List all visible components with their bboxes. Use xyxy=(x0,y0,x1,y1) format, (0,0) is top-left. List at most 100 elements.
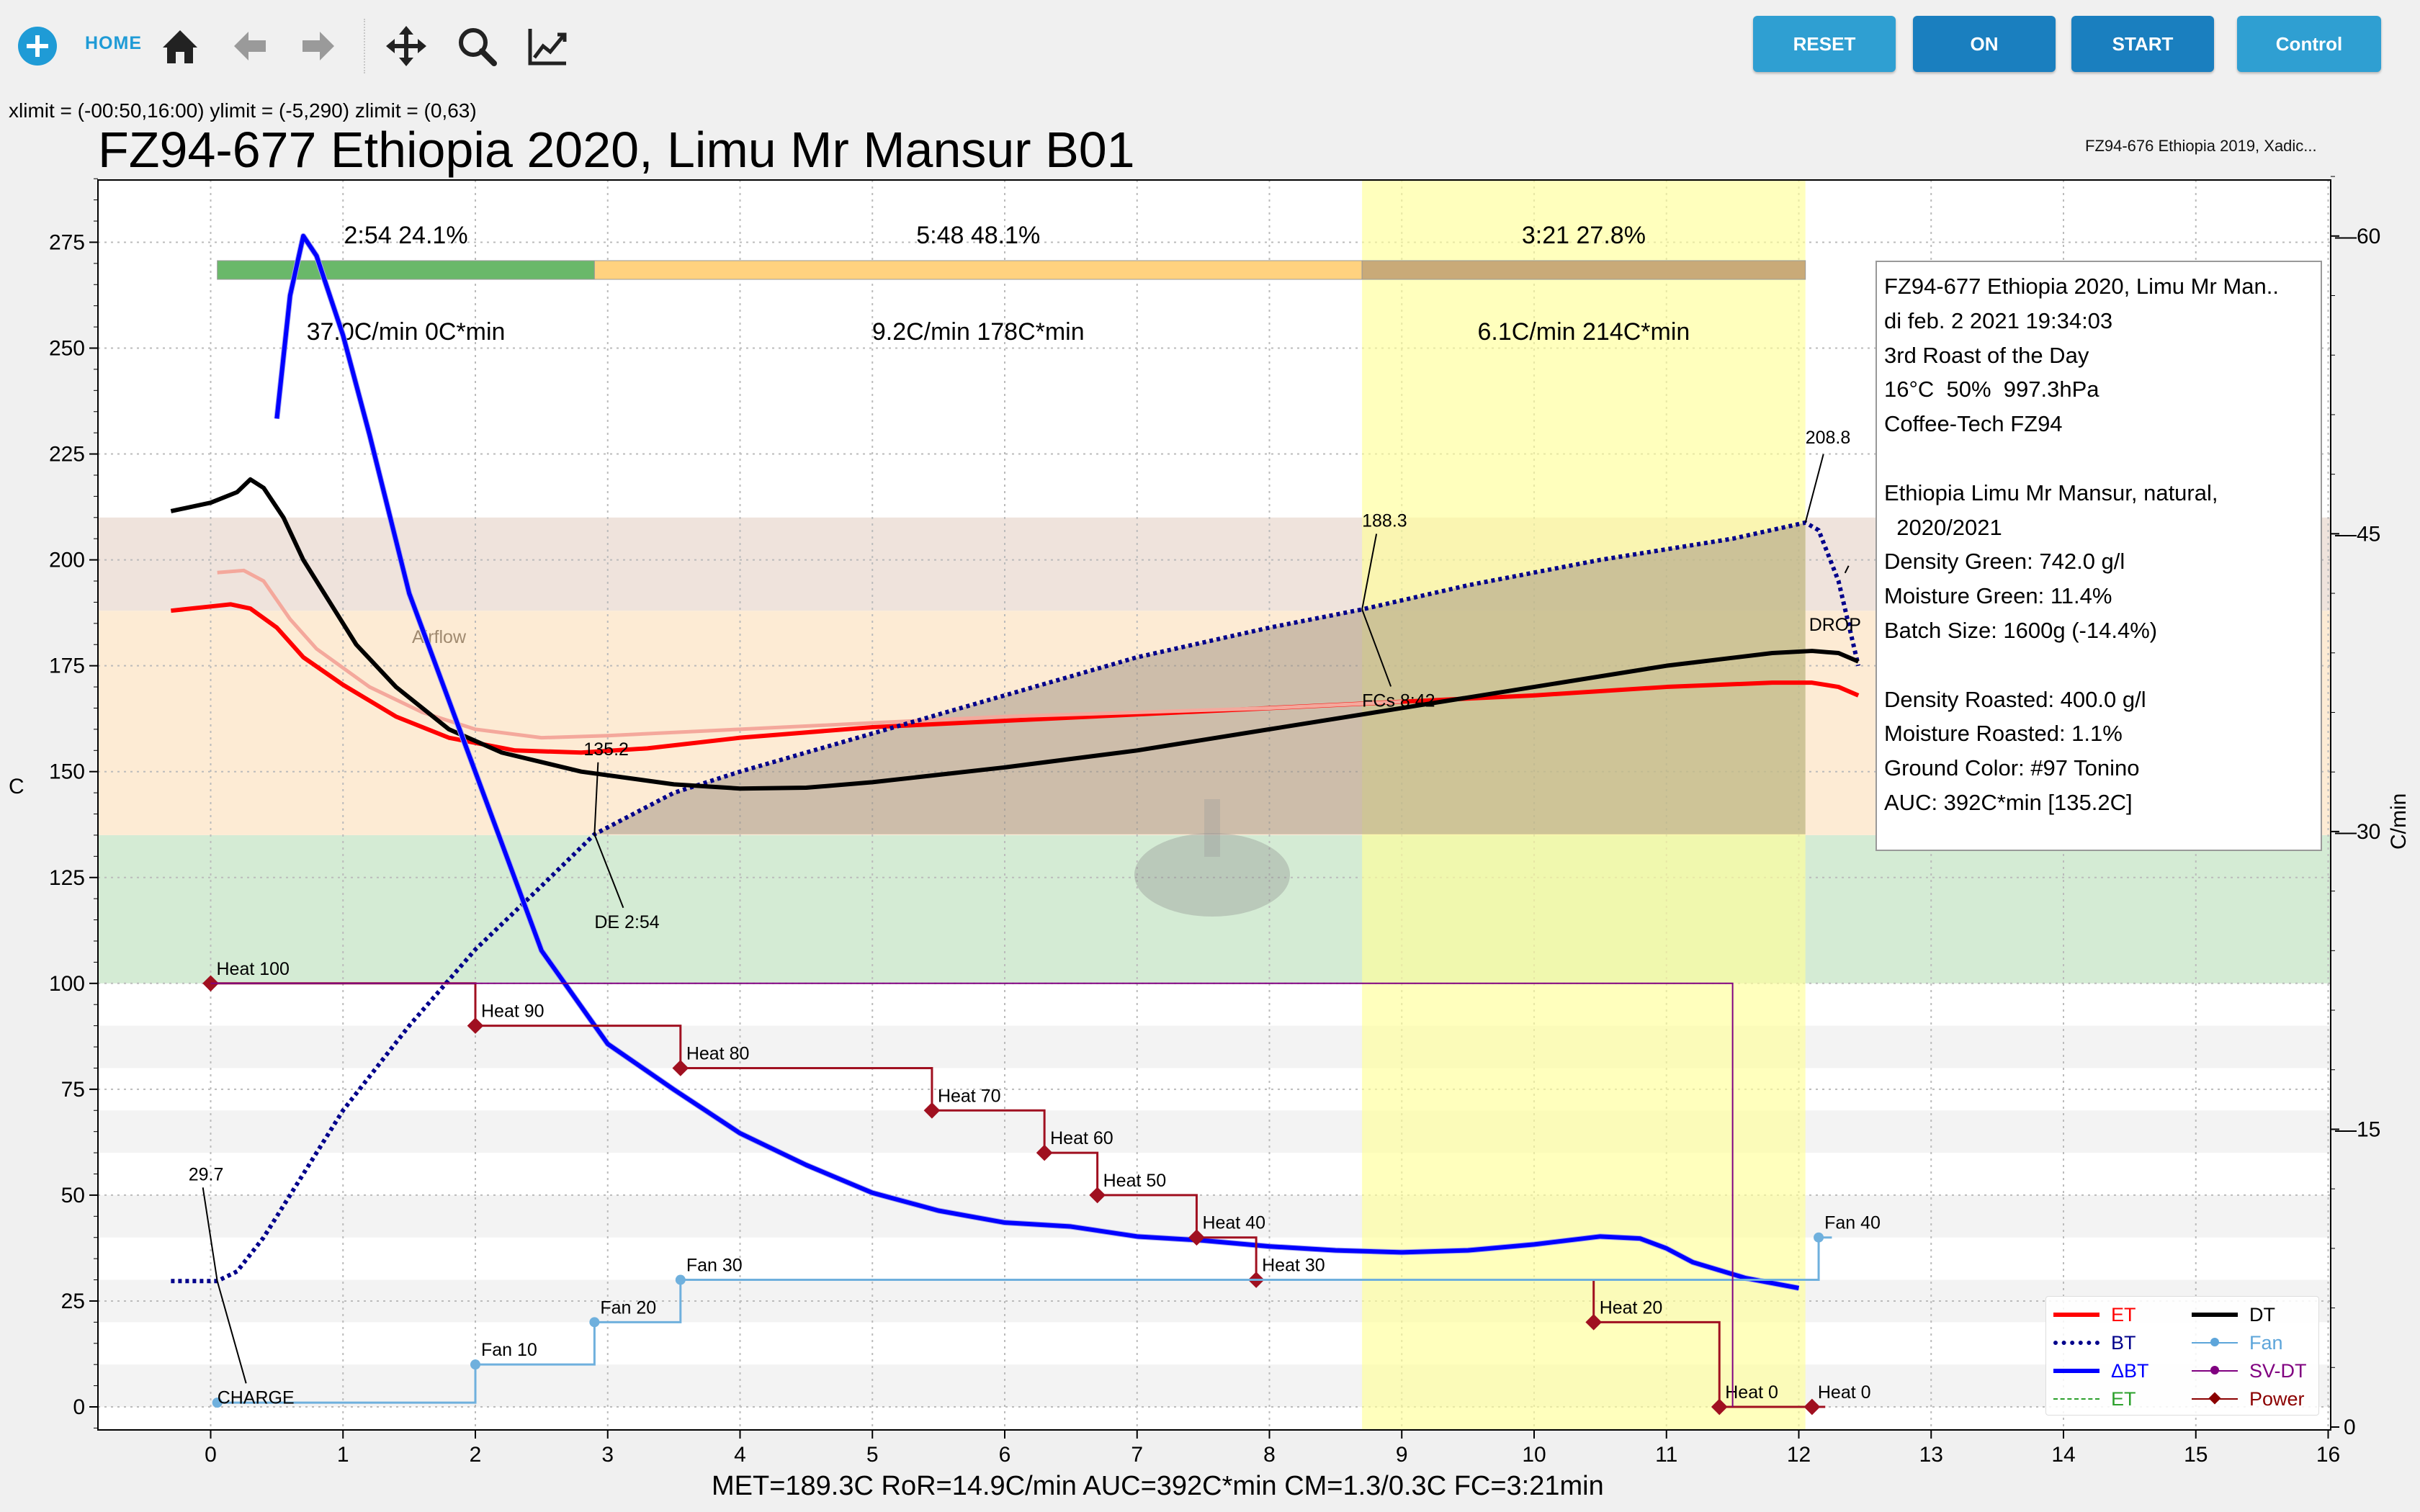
y-tick-label: 25 xyxy=(61,1290,85,1313)
forward-arrow-icon[interactable] xyxy=(288,16,349,76)
toolbar: HOME RESET ON START Control xyxy=(0,0,2420,94)
on-button[interactable]: ON xyxy=(1913,16,2056,72)
legend[interactable]: ET BT ΔBT ET DT Fan SV-DT Power xyxy=(2045,1296,2319,1416)
home-label[interactable]: HOME xyxy=(85,33,142,53)
chart-line-icon[interactable] xyxy=(517,16,578,76)
pan-icon[interactable] xyxy=(376,16,436,76)
legend-marker xyxy=(2210,1366,2219,1374)
temperature-band xyxy=(98,834,2331,984)
legend-item[interactable]: DT xyxy=(2192,1301,2275,1328)
watermark-column xyxy=(1204,799,1220,857)
phase-duration: 2:54 xyxy=(344,222,392,249)
fan-marker xyxy=(675,1274,686,1285)
info-line: Ethiopia Limu Mr Mansur, natural, xyxy=(1884,480,2218,505)
y2-axis-label: C/min xyxy=(2387,793,2411,850)
toolbar-separator xyxy=(364,19,367,73)
event-pointer xyxy=(593,834,624,909)
y-tick-label: 100 xyxy=(49,972,85,996)
y-tick-label: 150 xyxy=(49,760,85,784)
roast-info-box: FZ94-677 Ethiopia 2020, Limu Mr Man.. di … xyxy=(1876,261,2322,851)
watermark-ellipse xyxy=(1134,833,1290,917)
power-label: Heat 90 xyxy=(481,1002,544,1022)
legend-item[interactable]: ΔBT xyxy=(2053,1357,2149,1385)
phase-percent: 24.1% xyxy=(398,222,467,249)
y-tick-label: 50 xyxy=(61,1184,85,1207)
event-pointer xyxy=(1804,454,1824,523)
legend-item[interactable]: BT xyxy=(2053,1329,2136,1356)
legend-item[interactable]: ET xyxy=(2053,1301,2136,1328)
auc-area xyxy=(594,522,1806,834)
info-line: 3rd Roast of the Day xyxy=(1884,342,2089,368)
axis-limits-readout: xlimit = (-00:50,16:00) ylimit = (-5,290… xyxy=(9,99,477,122)
legend-label: DT xyxy=(2249,1303,2275,1326)
band-stripe xyxy=(98,1364,2331,1407)
info-line: 16°C 50% 997.3hPa xyxy=(1884,377,2099,402)
home-icon[interactable] xyxy=(150,16,210,76)
x-tick-label: 5 xyxy=(866,1443,879,1467)
legend-label: BT xyxy=(2111,1331,2136,1354)
phase-ror: 9.2C/min 178C*min xyxy=(872,318,1085,346)
phase-bar xyxy=(593,260,1363,280)
event-value-label: 135.2 xyxy=(583,739,629,760)
fan-marker xyxy=(470,1359,480,1370)
band-stripe xyxy=(98,1025,2331,1068)
y-tick-label: 200 xyxy=(49,549,85,572)
power-marker xyxy=(672,1060,689,1076)
event-pointer xyxy=(202,1187,218,1282)
info-line: Coffee-Tech FZ94 xyxy=(1884,411,2063,437)
y-tick-label: 275 xyxy=(49,230,85,254)
y-tick-label: 125 xyxy=(49,866,85,890)
info-line: Moisture Roasted: 1.1% xyxy=(1884,721,2123,747)
series-line-etlight xyxy=(217,568,1402,740)
axes: 0 1 2 3 4 5 6 7 8 9 10 11 12 13 14 15 160255075100125150… xyxy=(9,176,2411,1467)
power-marker xyxy=(1711,1398,1728,1416)
y2-tick-label: —30 xyxy=(2335,820,2380,844)
y2-tick-label: —15 xyxy=(2335,1117,2380,1141)
fan-label: Fan 40 xyxy=(1824,1213,1881,1233)
zoom-icon[interactable] xyxy=(447,16,507,76)
phase-bar xyxy=(1361,260,1806,280)
x-tick-label: 15 xyxy=(2184,1443,2208,1467)
info-line xyxy=(1884,648,2321,683)
info-line: di feb. 2 2021 19:34:03 xyxy=(1884,307,2113,333)
x-tick-label: 9 xyxy=(1396,1443,1408,1467)
sv-dt-line xyxy=(210,982,1734,1407)
series-line-bt xyxy=(274,233,1800,1290)
y-tick-label: 250 xyxy=(49,337,85,361)
series-lines xyxy=(170,233,1861,1291)
phase-ror: 6.1C/min 214C*min xyxy=(1478,318,1690,346)
power-label: Heat 50 xyxy=(1103,1171,1167,1191)
event-pointer xyxy=(593,762,599,834)
info-line: Ground Color: #97 Tonino xyxy=(1884,755,2140,781)
add-icon[interactable] xyxy=(7,16,68,76)
legend-item[interactable]: Power xyxy=(2192,1385,2305,1413)
phase-percent: 27.8% xyxy=(1577,222,1646,249)
auc-region xyxy=(594,522,1806,834)
start-button[interactable]: START xyxy=(2071,16,2214,72)
control-button[interactable]: Control xyxy=(2237,16,2381,72)
legend-label: Fan xyxy=(2249,1331,2283,1354)
fan-label: Fan 10 xyxy=(481,1340,537,1360)
info-line: FZ94-677 Ethiopia 2020, Limu Mr Man.. xyxy=(1884,274,2279,299)
watermark-logo xyxy=(1134,799,1290,917)
power-label: Heat 40 xyxy=(1202,1213,1265,1233)
back-arrow-icon[interactable] xyxy=(220,16,280,76)
phase-space xyxy=(1569,222,1576,249)
legend-swatch xyxy=(2053,1313,2099,1317)
x-tick-label: 4 xyxy=(734,1443,746,1467)
power-label: Heat 30 xyxy=(1262,1256,1325,1276)
x-tick-label: 11 xyxy=(1655,1443,1677,1467)
legend-item[interactable]: ET xyxy=(2053,1385,2136,1413)
fan-marker xyxy=(212,1398,223,1408)
info-line: 2020/2021 xyxy=(1884,514,2002,540)
power-label: Heat 0 xyxy=(1818,1382,1871,1403)
event-pointer xyxy=(216,1281,247,1384)
event-label: CHARGE xyxy=(218,1387,295,1408)
x-tick-label: 0 xyxy=(205,1443,217,1467)
reset-button[interactable]: RESET xyxy=(1753,16,1896,72)
legend-item[interactable]: SV-DT xyxy=(2192,1357,2307,1385)
info-line xyxy=(1884,441,2321,476)
legend-item[interactable]: Fan xyxy=(2192,1329,2283,1356)
info-line: Density Roasted: 400.0 g/l xyxy=(1884,686,2146,712)
phase-time: 3:21 27.8% xyxy=(1522,222,1646,249)
